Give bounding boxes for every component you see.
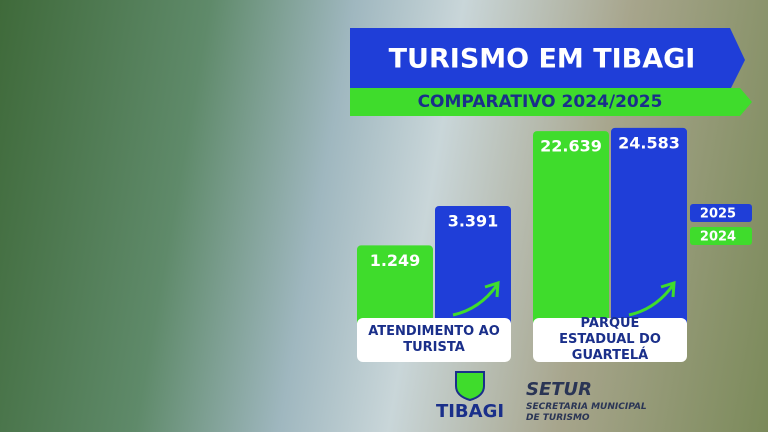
footer-logo: TIBAGI [436,401,504,422]
subtitle-banner [350,88,752,116]
trend-arrow [628,280,676,317]
value-label: 1.249 [370,251,421,270]
legend-swatch [690,227,752,245]
bar [533,131,609,345]
legend-label: 2025 [700,207,736,222]
category-label: ATENDIMENTO AO TURISTA [357,318,511,362]
title-banner [350,28,745,90]
value-label: 3.391 [448,211,499,230]
bar [435,205,511,345]
value-label: 24.583 [618,133,680,152]
chart-title: TURISMO EM TIBAGI [389,44,696,75]
footer-org-name: SECRETARIA MUNICIPAL DE TURISMO [526,401,647,423]
category-label: PARQUE ESTADUAL DO GUARTELÁ [533,316,687,363]
chart-subtitle: COMPARATIVO 2024/2025 [418,92,663,112]
bar [611,127,687,345]
trend-arrow [452,280,500,317]
footer-emblem [455,371,485,402]
footer-org: SETUR [526,379,592,400]
legend-swatch [690,204,752,222]
legend-label: 2024 [700,230,736,245]
value-label: 22.639 [540,137,602,156]
